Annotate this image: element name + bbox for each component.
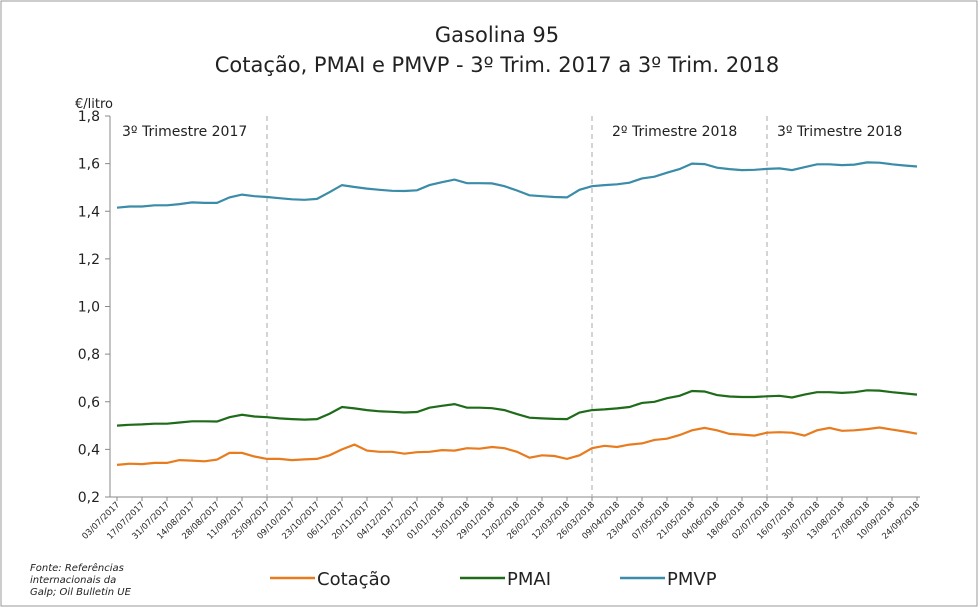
y-tick-label: 1,0: [78, 300, 100, 316]
chart-subtitle: Cotação, PMAI e PMVP - 3º Trim. 2017 a 3…: [215, 53, 780, 77]
series-line: [116, 389, 918, 427]
series-line: [116, 426, 918, 466]
y-tick-label: 0,4: [78, 442, 100, 458]
y-tick-label: 0,6: [78, 395, 100, 411]
annotation: 2º Trimestre 2018: [612, 124, 737, 140]
legend-label: Cotação: [317, 569, 391, 590]
source: Fonte: Referências internacionais da Gal…: [30, 563, 131, 598]
y-tick-label: 1,2: [78, 252, 100, 268]
y-tick-label: 1,6: [78, 157, 100, 173]
legend-label: PMVP: [667, 569, 717, 590]
y-tick-label: 1,4: [78, 204, 100, 220]
chart-title: Gasolina 95: [435, 23, 559, 47]
annotation: 3º Trimestre 2017: [122, 124, 247, 140]
y-axis-label: €/litro: [75, 97, 113, 112]
series-line: [116, 161, 918, 209]
y-tick-label: 1,8: [78, 109, 100, 125]
legend-label: PMAI: [507, 569, 551, 590]
y-tick-label: 0,2: [78, 490, 100, 506]
y-tick-label: 0,8: [78, 347, 100, 363]
annotation: 3º Trimestre 2018: [777, 124, 902, 140]
